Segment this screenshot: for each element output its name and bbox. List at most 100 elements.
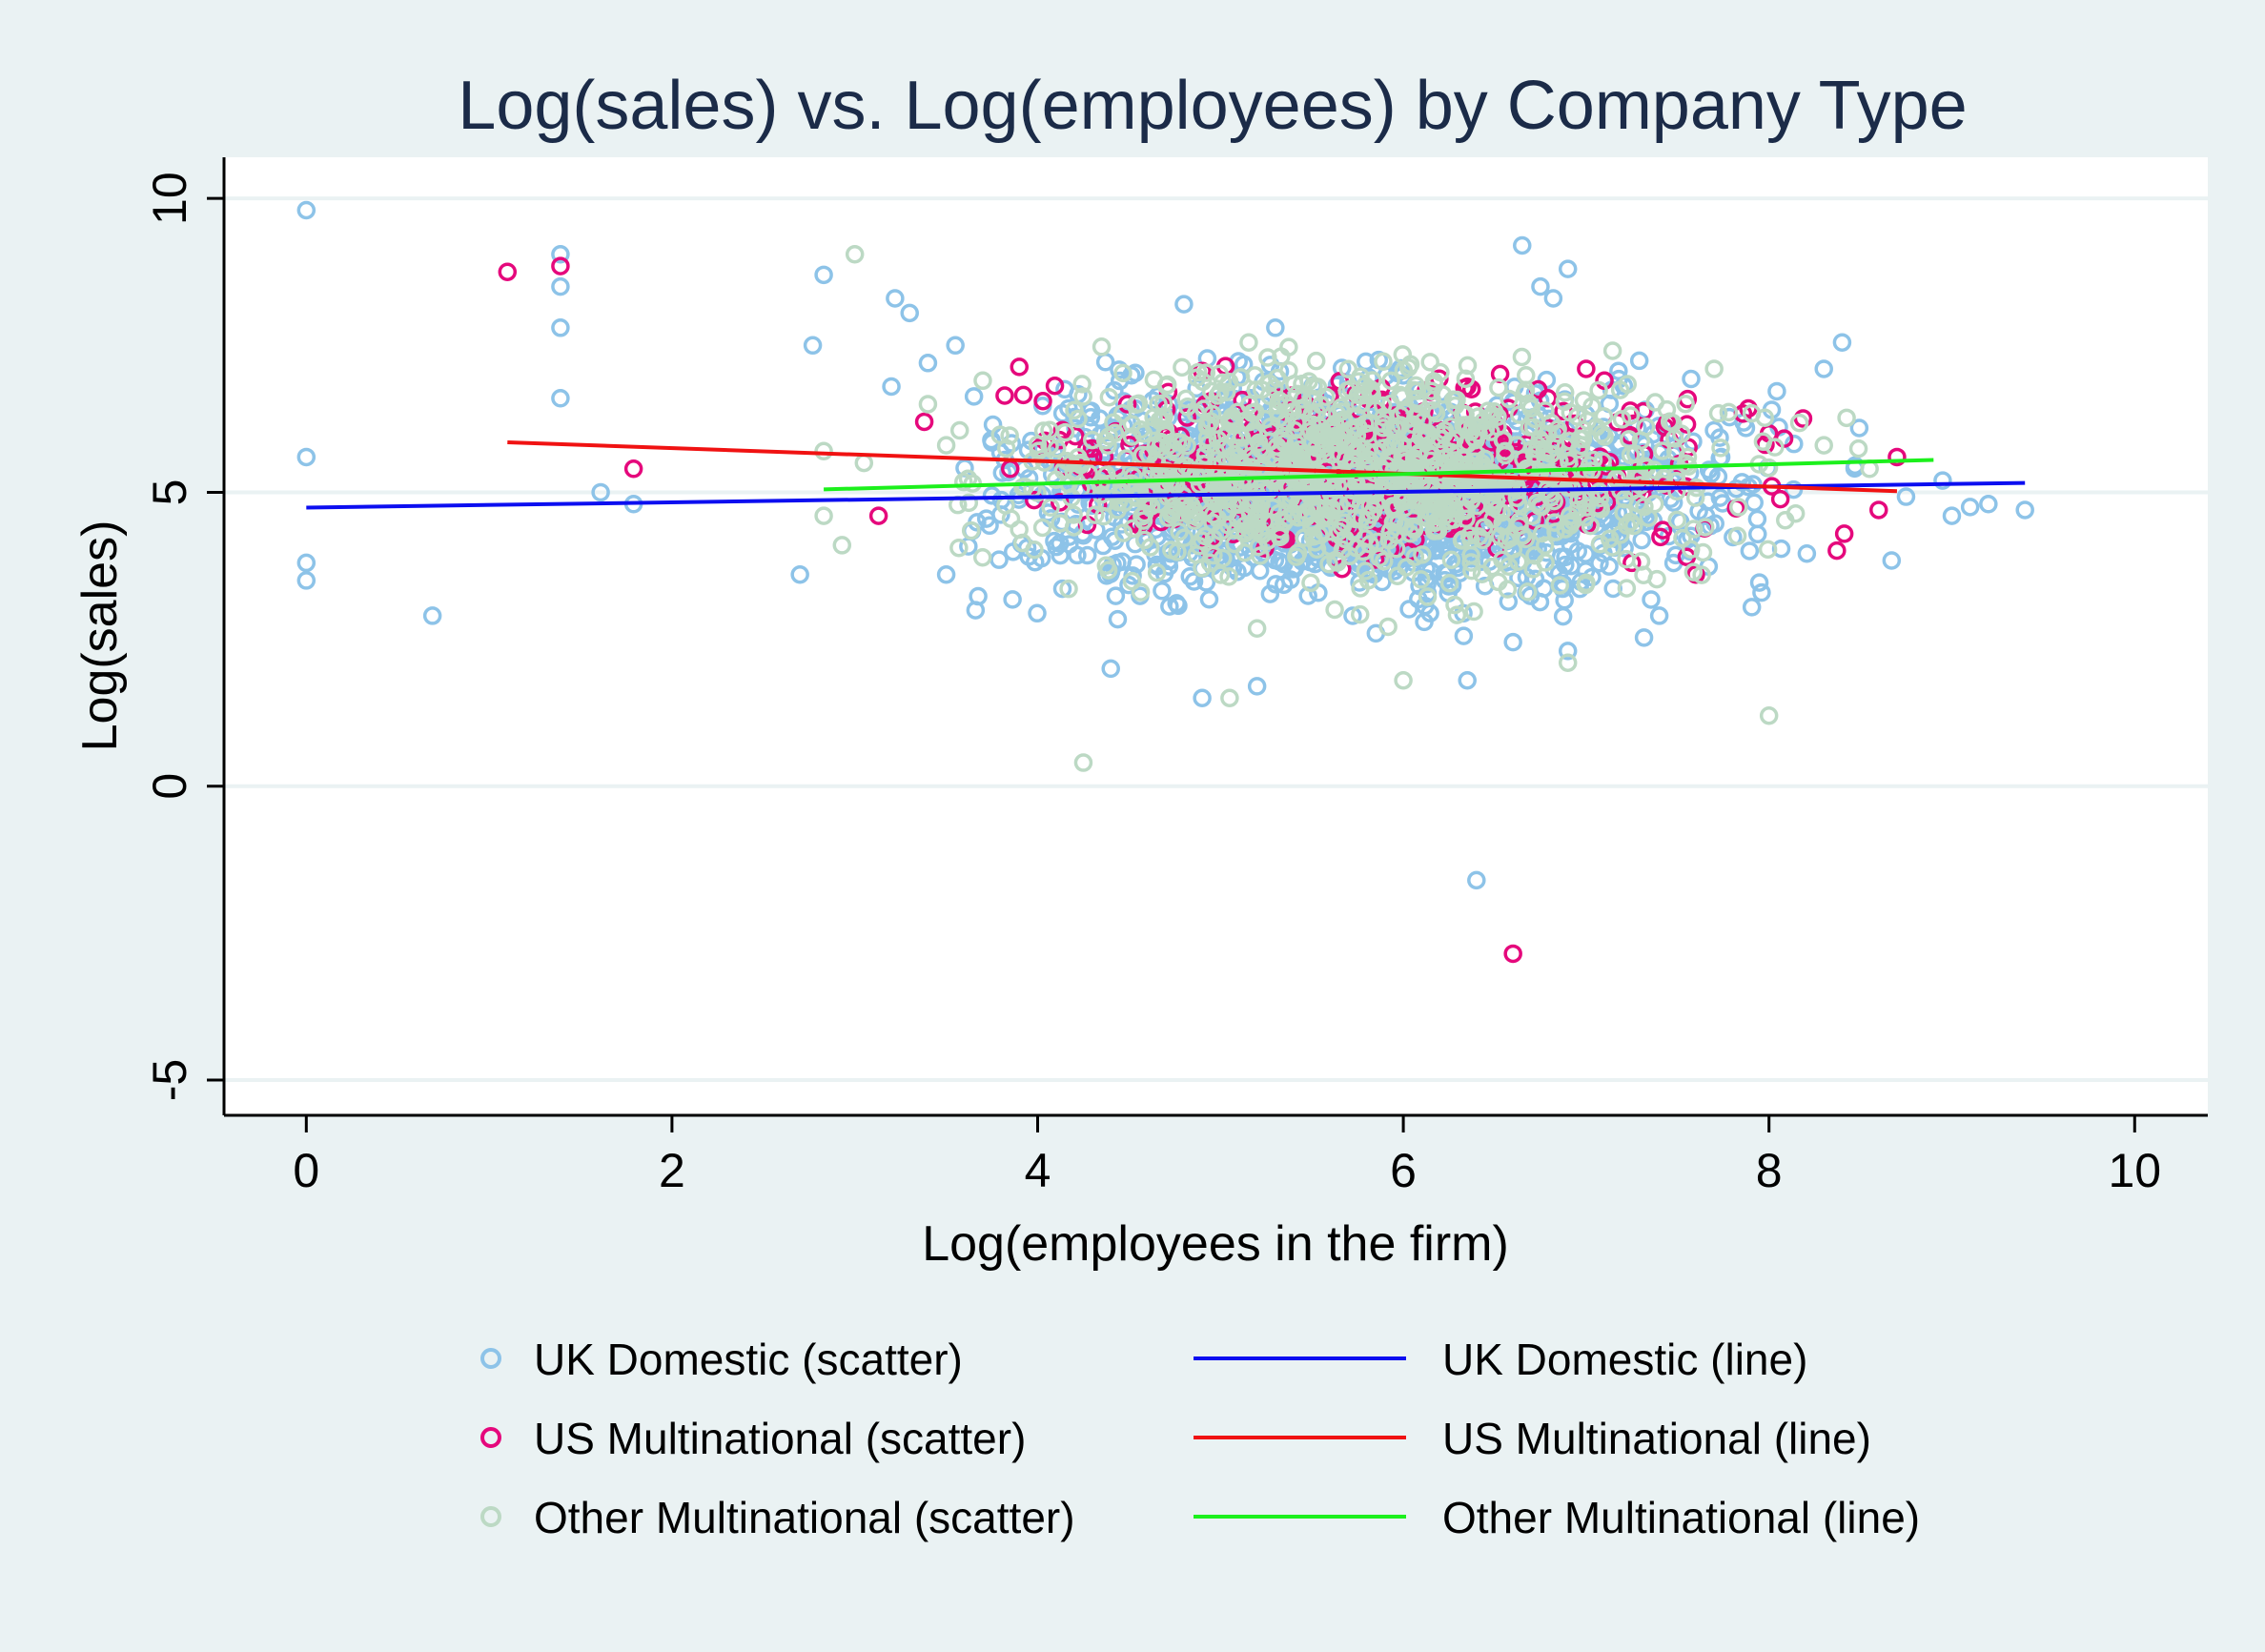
scatter-point xyxy=(1580,456,1600,475)
scatter-point xyxy=(1591,499,1610,518)
scatter-point xyxy=(1682,369,1701,389)
scatter-point xyxy=(1345,509,1365,529)
scatter-point xyxy=(832,536,852,555)
scatter-point xyxy=(1356,414,1375,434)
scatter-point xyxy=(1695,518,1715,537)
scatter-point xyxy=(1092,337,1112,357)
scatter-point xyxy=(1174,295,1194,314)
scatter-point xyxy=(1041,498,1060,518)
scatter-point xyxy=(1589,380,1608,400)
y-tick-label: 0 xyxy=(143,773,196,800)
scatter-point xyxy=(1590,534,1610,554)
scatter-point xyxy=(1343,606,1362,625)
scatter-point xyxy=(1869,500,1888,520)
scatter-point xyxy=(1350,395,1370,415)
scatter-point xyxy=(1106,586,1126,605)
legend-label: Other Multinational (scatter) xyxy=(534,1493,1075,1542)
scatter-point xyxy=(1033,421,1053,440)
scatter-point xyxy=(1059,527,1079,546)
scatter-point xyxy=(936,565,956,584)
scatter-point xyxy=(1073,753,1093,772)
scatter-point xyxy=(1213,373,1233,393)
legend-label: UK Domestic (scatter) xyxy=(534,1335,963,1384)
y-tick-label: 10 xyxy=(143,172,196,225)
scatter-point xyxy=(1245,520,1265,540)
scatter-point xyxy=(1461,553,1480,572)
scatter-point xyxy=(1441,550,1461,570)
scatter-point xyxy=(1065,400,1084,420)
scatter-point xyxy=(1389,513,1408,532)
scatter-point xyxy=(1102,527,1122,546)
scatter-point xyxy=(1409,394,1428,414)
scatter-point xyxy=(1767,381,1786,401)
scatter-point xyxy=(1200,553,1220,573)
scatter-point xyxy=(1307,540,1327,560)
scatter-point xyxy=(1137,482,1156,501)
scatter-point xyxy=(1335,410,1354,429)
scatter-point xyxy=(1558,653,1578,672)
scatter-point xyxy=(1252,380,1272,399)
scatter-point xyxy=(1295,399,1314,419)
scatter-point xyxy=(1325,489,1344,508)
scatter-point xyxy=(814,441,833,461)
scatter-point xyxy=(1069,409,1088,429)
scatter-point xyxy=(1979,495,1998,514)
scatter-point xyxy=(914,412,934,432)
scatter-point xyxy=(1849,418,1869,438)
scatter-point xyxy=(845,244,865,264)
scatter-point xyxy=(1411,570,1431,589)
scatter-point xyxy=(1499,592,1519,611)
scatter-point xyxy=(1645,393,1665,412)
scatter-point xyxy=(1635,497,1654,517)
x-tick-label: 4 xyxy=(1025,1144,1051,1197)
scatter-point xyxy=(1559,514,1578,534)
scatter-point xyxy=(1395,498,1415,518)
scatter-point xyxy=(1187,545,1206,564)
scatter-point xyxy=(1462,561,1481,581)
scatter-point xyxy=(1132,507,1152,526)
scatter-point xyxy=(1510,516,1529,536)
scatter-point xyxy=(1397,558,1417,577)
scatter-point xyxy=(1546,522,1565,541)
scatter-point xyxy=(1013,385,1033,405)
scatter-point xyxy=(803,336,823,356)
scatter-point xyxy=(1837,408,1856,428)
scatter-point xyxy=(1010,357,1030,377)
scatter-point xyxy=(961,520,981,540)
scatter-point xyxy=(949,420,969,440)
legend-label: US Multinational (line) xyxy=(1442,1414,1871,1463)
scatter-point xyxy=(1292,449,1311,469)
scatter-point xyxy=(1123,519,1142,539)
scatter-point xyxy=(1759,458,1779,478)
scatter-point xyxy=(1247,677,1267,696)
scatter-point xyxy=(1072,375,1092,394)
scatter-point xyxy=(1095,431,1115,450)
scatter-point xyxy=(1033,392,1052,411)
scatter-point xyxy=(1177,436,1196,456)
scatter-point xyxy=(1785,503,1806,523)
scatter-point xyxy=(1483,509,1502,529)
scatter-point xyxy=(946,336,965,356)
scatter-point xyxy=(1184,572,1204,591)
scatter-point xyxy=(1147,562,1167,582)
scatter-point xyxy=(1685,488,1705,507)
scatter-point xyxy=(1051,545,1070,565)
scatter-point xyxy=(1073,387,1092,406)
scatter-point xyxy=(1028,603,1047,623)
scatter-point xyxy=(1814,436,1833,455)
legend: UK Domestic (scatter) UK Domestic (line) U… xyxy=(480,1335,1920,1542)
scatter-point xyxy=(1535,536,1555,556)
scatter-point xyxy=(1503,632,1522,652)
y-tick-label: 5 xyxy=(143,479,196,506)
scatter-point xyxy=(1307,438,1326,458)
scatter-point xyxy=(1719,402,1739,422)
scatter-point xyxy=(1047,537,1066,557)
scatter-point xyxy=(1493,550,1512,570)
scatter-point xyxy=(1742,598,1762,617)
scatter-point xyxy=(1490,527,1510,546)
scatter-point xyxy=(1426,403,1446,423)
scatter-point xyxy=(1101,659,1120,679)
scatter-point xyxy=(1602,538,1622,557)
scatter-point xyxy=(1538,389,1558,408)
x-tick-label: 0 xyxy=(293,1144,319,1197)
